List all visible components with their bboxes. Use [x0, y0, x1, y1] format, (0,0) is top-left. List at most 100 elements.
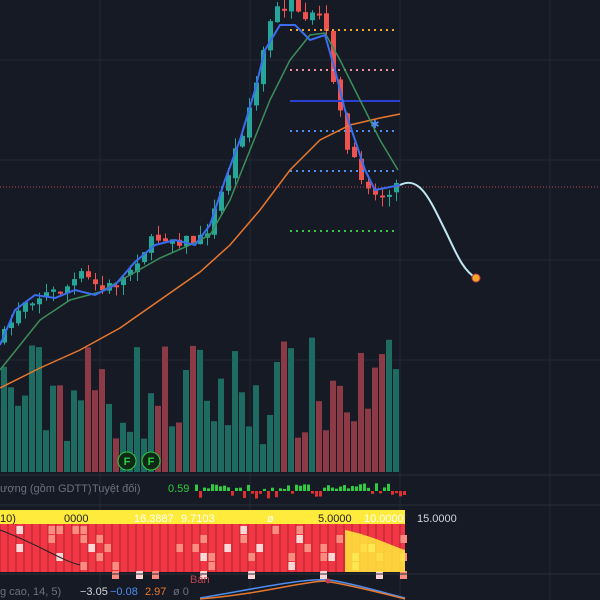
candle	[184, 235, 189, 247]
candle	[177, 239, 182, 246]
candle	[142, 252, 147, 263]
volume-bar	[372, 367, 378, 472]
volume-bar	[260, 444, 266, 472]
volume-bar	[50, 385, 56, 472]
heatmap-cell	[240, 535, 247, 543]
candle	[268, 21, 273, 51]
levels	[290, 29, 400, 232]
heatmap-cell	[224, 544, 231, 552]
candle	[366, 181, 371, 189]
histogram-bar	[339, 486, 342, 491]
volume-bar	[281, 341, 287, 472]
heatmap-cell	[192, 544, 199, 552]
volume-bar	[43, 430, 49, 472]
volume-bar	[211, 421, 217, 472]
histogram-bar	[235, 487, 238, 491]
heatmap-cell	[320, 553, 327, 561]
histogram-bar	[195, 484, 198, 491]
histogram-bar	[399, 491, 402, 497]
volume-bar	[295, 437, 301, 472]
candle	[37, 298, 42, 305]
volume-bar	[197, 349, 203, 472]
candle	[114, 285, 119, 288]
heatmap-cell	[248, 571, 255, 579]
ma-mid	[0, 32, 399, 371]
candle	[331, 30, 336, 82]
histogram-bar	[387, 483, 390, 491]
histogram-bar	[215, 484, 218, 491]
histogram-bar	[403, 491, 406, 495]
candle	[121, 277, 126, 286]
histogram-bar	[223, 485, 226, 491]
volume-bar	[365, 408, 371, 472]
volume-bar	[386, 339, 392, 472]
candle	[282, 8, 287, 11]
volume-bar	[1, 366, 7, 472]
volume-bar	[204, 400, 210, 472]
heatmap-cell	[176, 544, 183, 552]
volume-bar	[218, 378, 224, 472]
volume-bar	[85, 347, 91, 472]
stoch-value: 2.97	[145, 586, 166, 598]
volume-bar	[225, 425, 231, 472]
candle	[72, 279, 77, 286]
volume-bar	[183, 369, 189, 472]
heatmap-cell	[336, 535, 343, 543]
candle	[9, 322, 14, 328]
heatmap-cell	[256, 544, 263, 552]
histogram-bar	[351, 485, 354, 491]
histogram-bar	[239, 487, 242, 491]
heatmap-cell	[80, 535, 87, 543]
histogram-bar	[327, 485, 330, 491]
heatmap-cell	[248, 553, 255, 561]
histogram-bar	[343, 485, 346, 491]
oscillator-value: ø	[267, 513, 274, 525]
volume-bar	[15, 405, 21, 472]
histogram-bar	[251, 491, 254, 494]
oscillator-level: 10.0000	[364, 513, 404, 525]
volume-bar	[120, 422, 126, 472]
stoch-point	[325, 578, 331, 584]
candle	[191, 235, 196, 243]
heatmap-cell	[16, 526, 23, 534]
stoch-label: g cao, 14, 5)	[0, 586, 61, 598]
volume-bar	[78, 400, 84, 472]
volume-bar	[232, 351, 238, 472]
candle	[247, 107, 252, 138]
volume-bar	[36, 347, 42, 472]
heatmap-cell	[272, 526, 279, 534]
volume-bar	[274, 361, 280, 472]
marker-label: F	[148, 456, 155, 468]
histogram-bar	[311, 491, 314, 494]
heatmap-cell	[320, 544, 327, 552]
oscillator-params: 10)	[0, 513, 16, 525]
candle	[30, 303, 35, 306]
marker[interactable]	[117, 451, 137, 471]
volume-bar	[8, 387, 14, 472]
candle	[51, 289, 56, 292]
markers: F F	[117, 451, 161, 471]
heatmap-cell	[136, 571, 143, 579]
volume-indicator-panel	[195, 483, 406, 499]
heatmap-cell	[96, 553, 103, 561]
candle	[254, 82, 259, 106]
histogram-bar	[323, 487, 326, 491]
heatmap-cell	[328, 553, 335, 561]
candle	[163, 238, 168, 242]
histogram-bar	[279, 488, 282, 491]
histogram-bar	[291, 491, 294, 494]
heatmap-area	[345, 530, 405, 572]
heatmap-cell	[88, 544, 95, 552]
histogram-bar	[359, 484, 362, 491]
stoch-value: −3.05	[80, 586, 108, 598]
volume-bar	[323, 430, 329, 472]
marker[interactable]	[141, 451, 161, 471]
histogram-bar	[271, 487, 274, 491]
candle	[394, 183, 399, 193]
signal-label: Bán	[190, 574, 210, 586]
volume-bar	[337, 385, 343, 472]
heatmap-cell	[80, 562, 87, 570]
volume-bar	[246, 426, 252, 472]
histogram-bar	[307, 484, 310, 491]
forecast-point	[471, 273, 481, 283]
